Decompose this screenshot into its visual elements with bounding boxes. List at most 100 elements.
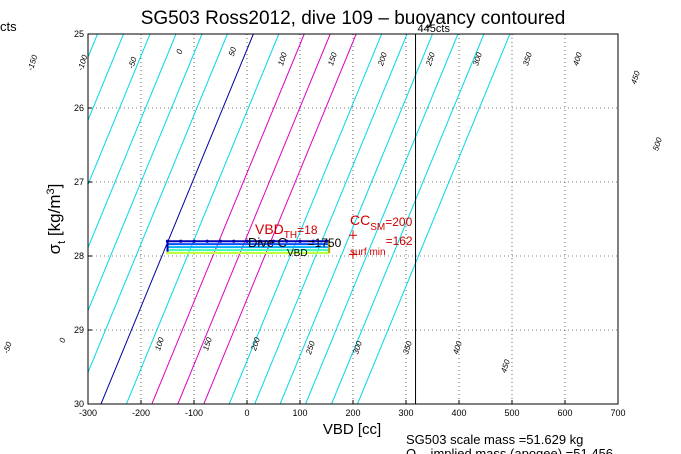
contour-label-11: 50	[227, 46, 238, 58]
x-tick-label-1: -200	[132, 408, 150, 418]
trace-point-bottom	[272, 251, 275, 255]
trace-point-top	[258, 239, 262, 243]
contour-9	[88, 34, 228, 374]
x-tick-label-0: -300	[79, 408, 97, 418]
x-tick-label-7: 400	[451, 408, 466, 418]
contour-label-8: -100	[76, 53, 90, 72]
x-axis-label: VBD [cc]	[323, 421, 381, 438]
contour-19	[331, 34, 485, 404]
contour-label-34: 400	[451, 339, 464, 355]
trace-point-top	[311, 239, 315, 243]
trace-point-top	[205, 239, 209, 243]
trace-point-top	[232, 239, 236, 243]
x-tick-label-9: 600	[557, 408, 572, 418]
contour-label-32: 300	[351, 339, 364, 355]
y-label-rest: [kg/m	[45, 195, 64, 241]
x-tick-label-4: 100	[292, 408, 307, 418]
y-label-sup: 3	[45, 188, 57, 194]
trace-point-bottom	[311, 251, 315, 255]
annotation-vbd-sub: TH	[284, 230, 297, 241]
contour-14	[203, 34, 357, 404]
contour-label-30: 200	[249, 336, 262, 353]
y-tick-label-4: 29	[74, 325, 84, 335]
dive-trace	[165, 239, 331, 255]
trace-point-bottom	[166, 251, 169, 255]
contour-8	[88, 34, 203, 313]
y-tick-label-2: 27	[74, 177, 84, 187]
contour-7	[88, 34, 177, 249]
contour-18	[305, 34, 459, 404]
x-ticks: -300 -200 -100 0 100 200 300 400 500 600 700	[79, 400, 626, 418]
trace-point-top	[179, 239, 183, 243]
contour-label-26: -50	[2, 340, 14, 354]
annotation-vbd-value: =18	[297, 223, 318, 237]
trace-point-bottom	[179, 251, 183, 255]
y-tick-label-1: 26	[74, 103, 84, 113]
trace-point-bottom	[298, 251, 302, 255]
y-label-end: ]	[45, 184, 64, 189]
x-tick-label-3: 0	[244, 408, 249, 418]
x-tick-label-5: 200	[345, 408, 360, 418]
contour-10	[100, 34, 254, 404]
y-ticks: 25 26 27 28 29 30	[74, 29, 92, 409]
y-label-sub: t	[56, 241, 68, 244]
contour-15	[228, 34, 383, 404]
annotation-cc-sub2: surf min	[350, 247, 386, 258]
footer-line2: O... implied mass (apogee) =51.456	[406, 446, 613, 454]
annotation-cc-sm: CCSM=200	[350, 212, 413, 233]
y-tick-label-5: 30	[74, 399, 84, 409]
annotation-cc-sub: SM	[370, 222, 385, 233]
contour-label-27: 0	[58, 336, 68, 344]
trace-point-bottom	[232, 251, 236, 255]
x-tick-label-2: -100	[185, 408, 203, 418]
contour-label-35: 450	[499, 358, 512, 374]
y-label-main: σ	[45, 243, 64, 254]
x-tick-label-6: 300	[398, 408, 413, 418]
trace-point-bottom	[192, 251, 196, 255]
annotation-cc-value: =200	[385, 215, 412, 229]
contour-label-10: 0	[175, 48, 185, 56]
contour-label-12: 100	[276, 51, 289, 67]
trace-point-bottom	[205, 251, 209, 255]
trace-point-bottom	[219, 251, 222, 255]
contour-label-31: 250	[304, 339, 317, 356]
y-axis-label: σt [kg/m3]	[45, 184, 68, 255]
contour-label-19: 450	[629, 69, 642, 85]
footer-line1: SG503 scale mass =51.629 kg	[406, 432, 583, 447]
annotation-vbd-main: VBD	[255, 221, 284, 237]
trace-point-top	[245, 239, 249, 243]
contour-label-20: 500	[651, 136, 664, 152]
annotation-dive: Dive CVBD=1750	[248, 235, 342, 259]
contour-label-14: 200	[376, 51, 389, 68]
contour-label-15: 250	[424, 51, 437, 68]
trace-point-bottom	[245, 251, 249, 255]
contour-13	[177, 34, 331, 404]
contour-label-28: 100	[153, 336, 166, 352]
trace-point-top	[218, 239, 223, 243]
trace-point-top	[192, 239, 196, 243]
contour-label-17: 350	[521, 51, 534, 67]
trace-point-bottom	[285, 251, 289, 255]
x-tick-label-10: 700	[610, 408, 625, 418]
counts-label: 445cts	[418, 23, 451, 35]
annotation-vbd: VBDTH=18	[255, 221, 318, 241]
trace-point-top	[165, 239, 170, 243]
contour-labels: -500-450-400-350-300-250-200-150-100-500…	[2, 46, 665, 374]
trace-point-bottom	[258, 251, 262, 255]
contour-label-7: -150	[26, 53, 40, 72]
trace-point-top	[271, 239, 276, 243]
annotation-dive-main: Dive C	[248, 235, 287, 250]
contour-5	[88, 34, 124, 122]
annotation-cc-surf: surf min=162	[350, 234, 413, 258]
contour-16	[254, 34, 408, 404]
contour-20	[357, 34, 511, 404]
contour-label-13: 150	[326, 51, 339, 67]
y-tick-label-3: 28	[74, 251, 84, 261]
trace-point-top	[324, 239, 329, 243]
contour-label-29: 150	[201, 336, 214, 352]
contour-label-33: 350	[401, 339, 414, 355]
contour-11	[125, 34, 280, 404]
annotation-cc-value2: =162	[386, 234, 413, 248]
trace-point-top	[298, 239, 302, 243]
annotation-dive-sub: VBD	[287, 248, 308, 259]
